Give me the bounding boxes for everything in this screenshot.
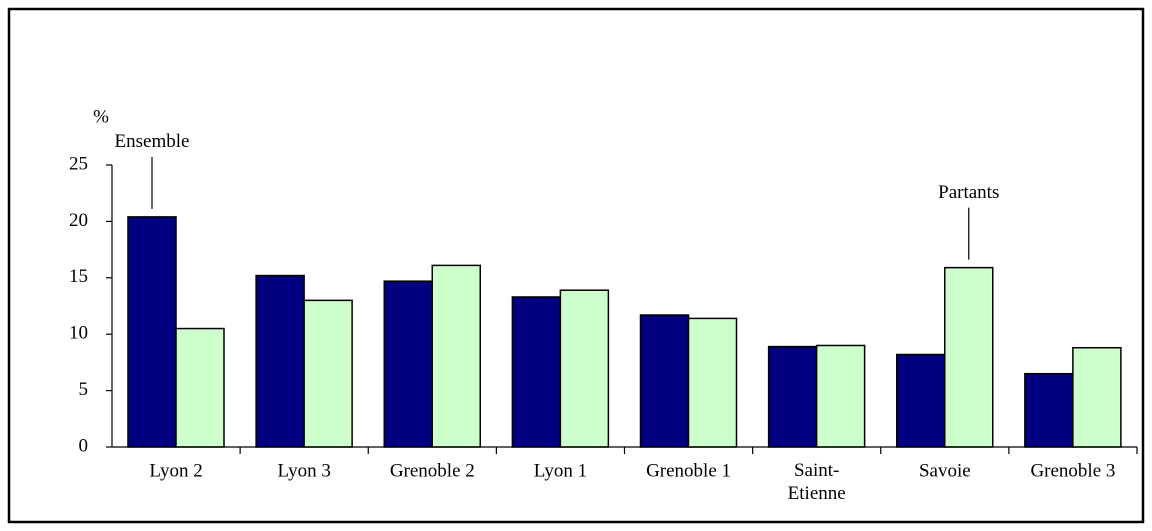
bar <box>127 216 177 448</box>
bar <box>896 353 946 448</box>
x-tick-label: Grenoble 3 <box>1030 460 1115 481</box>
x-tick-label: Lyon 3 <box>278 460 331 481</box>
bar <box>383 280 433 448</box>
y-tick-label: 0 <box>79 435 89 456</box>
bar <box>944 266 994 448</box>
bar <box>255 274 305 448</box>
bar <box>1024 372 1074 448</box>
bar <box>559 289 610 448</box>
bar <box>815 344 866 448</box>
y-tick-label: 15 <box>69 266 88 287</box>
x-tick-label: Lyon 2 <box>149 460 202 481</box>
y-tick-label: 5 <box>79 379 89 400</box>
bar <box>431 264 481 448</box>
x-tick-label: Savoie <box>919 460 971 481</box>
x-tick-label: Lyon 1 <box>534 460 587 481</box>
series-label: Ensemble <box>115 131 190 152</box>
bar <box>639 314 690 448</box>
frame <box>7 7 1145 524</box>
x-tick-label: Saint-Etienne <box>788 460 846 504</box>
bar <box>511 296 562 448</box>
bar <box>687 317 738 448</box>
bar <box>1072 346 1122 448</box>
x-tick-label: Grenoble 2 <box>390 460 475 481</box>
series-label: Partants <box>938 182 999 203</box>
bar <box>175 327 225 448</box>
y-tick-label: 20 <box>69 210 88 231</box>
x-tick-label: Grenoble 1 <box>646 460 731 481</box>
bar <box>767 345 818 448</box>
y-tick-label: 10 <box>69 323 88 344</box>
bar <box>303 299 353 448</box>
y-axis-label: % <box>93 106 109 127</box>
y-tick-label: 25 <box>69 153 88 174</box>
